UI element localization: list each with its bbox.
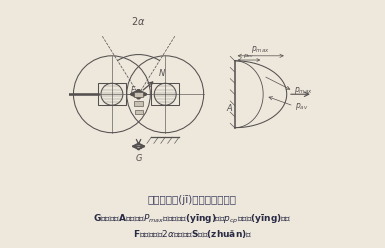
Bar xyxy=(98,84,126,105)
Text: $p_{max}$: $p_{max}$ xyxy=(294,85,312,96)
Text: F－作用力；$2\alpha$－鉗角；S－轉(zhuǎn)速: F－作用力；$2\alpha$－鉗角；S－轉(zhuǎn)速 xyxy=(133,228,252,240)
Text: $2\alpha$: $2\alpha$ xyxy=(131,15,146,27)
Bar xyxy=(134,92,144,97)
Text: A: A xyxy=(226,104,232,113)
Text: F: F xyxy=(131,87,135,95)
Text: G－縫隙；A－壓力；$P_{max}$－最大壓應(yīng)力；$p_{cp}$－壓應(yīng)力；: G－縫隙；A－壓力；$P_{max}$－最大壓應(yīng)力；$p_{cp}$… xyxy=(93,213,292,226)
Bar xyxy=(151,84,179,105)
Bar xyxy=(134,101,143,106)
Bar xyxy=(134,110,142,114)
Text: 高壓輥磨機(jī)工作原理示意圖: 高壓輥磨機(jī)工作原理示意圖 xyxy=(148,195,237,205)
Text: $p_{av}$: $p_{av}$ xyxy=(295,101,308,112)
Text: $p_{av}$: $p_{av}$ xyxy=(243,52,254,60)
Text: $p_{max}$: $p_{max}$ xyxy=(251,44,270,55)
Text: N: N xyxy=(159,69,165,78)
Text: G: G xyxy=(135,154,142,163)
